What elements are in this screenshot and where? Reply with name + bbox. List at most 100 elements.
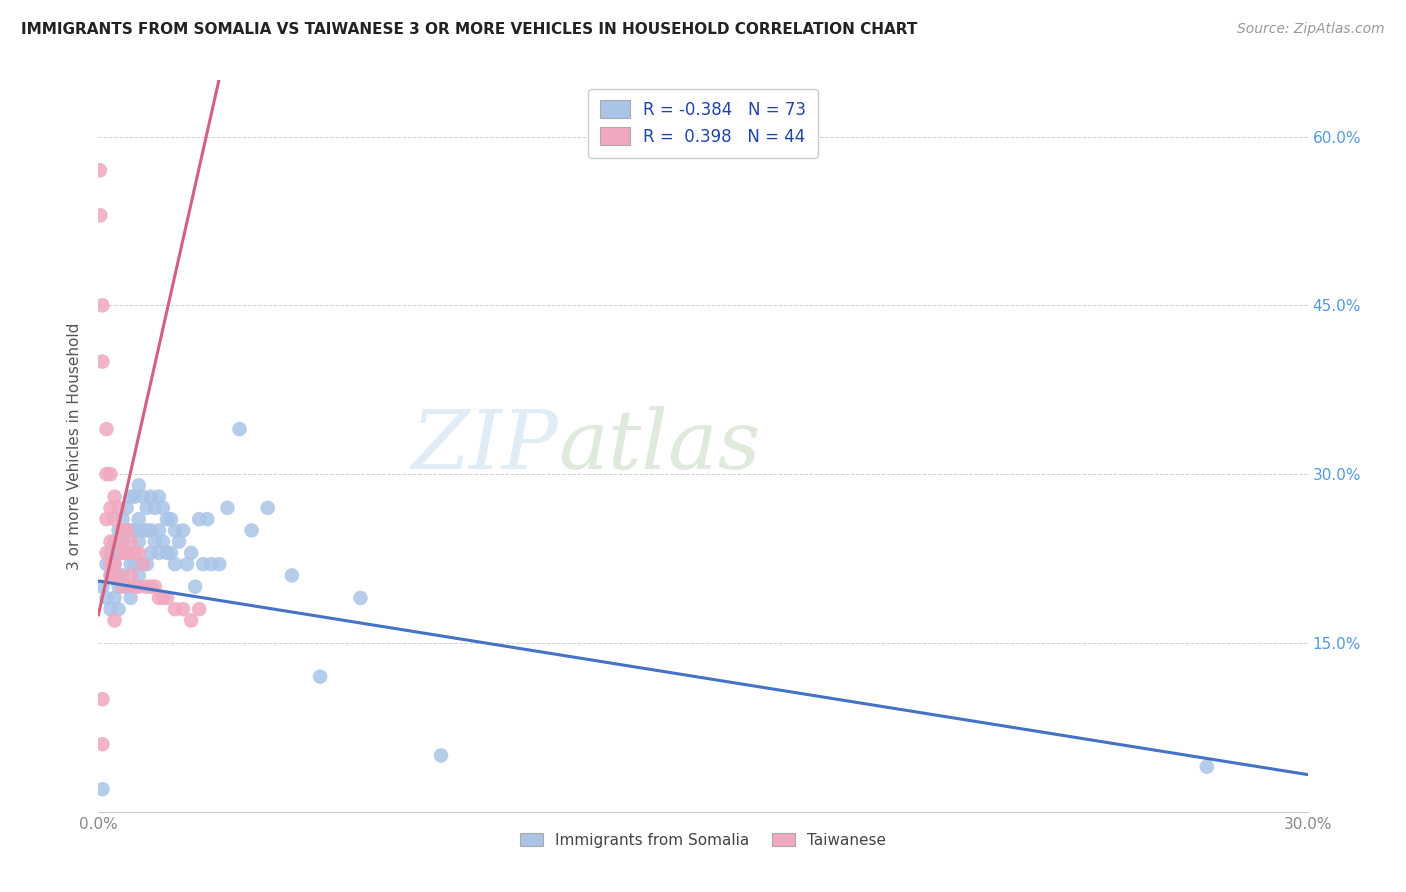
Point — [91, 354, 114, 368]
Point — [120, 591, 142, 605]
Point — [1195, 760, 1218, 774]
Point — [111, 546, 134, 560]
Point — [148, 546, 170, 560]
Point — [107, 580, 129, 594]
Point — [256, 500, 278, 515]
Point — [148, 591, 170, 605]
Point — [115, 546, 138, 560]
Point — [148, 524, 170, 538]
Point — [96, 591, 118, 605]
Point — [152, 534, 174, 549]
Point — [115, 500, 138, 515]
Point — [100, 602, 122, 616]
Text: IMMIGRANTS FROM SOMALIA VS TAIWANESE 3 OR MORE VEHICLES IN HOUSEHOLD CORRELATION: IMMIGRANTS FROM SOMALIA VS TAIWANESE 3 O… — [21, 22, 918, 37]
Point — [115, 524, 138, 538]
Point — [132, 524, 155, 538]
Point — [180, 546, 202, 560]
Point — [96, 512, 118, 526]
Point — [124, 490, 146, 504]
Point — [200, 557, 222, 571]
Point — [195, 512, 218, 526]
Point — [128, 512, 150, 526]
Point — [96, 557, 118, 571]
Legend: Immigrants from Somalia, Taiwanese: Immigrants from Somalia, Taiwanese — [512, 825, 894, 855]
Point — [128, 580, 150, 594]
Point — [96, 546, 118, 560]
Point — [139, 546, 162, 560]
Point — [148, 490, 170, 504]
Point — [107, 602, 129, 616]
Point — [349, 591, 371, 605]
Point — [103, 614, 125, 628]
Point — [103, 557, 125, 571]
Point — [188, 602, 211, 616]
Point — [91, 782, 114, 797]
Point — [100, 568, 122, 582]
Point — [128, 478, 150, 492]
Point — [160, 546, 183, 560]
Point — [124, 580, 146, 594]
Point — [89, 163, 111, 178]
Point — [172, 524, 194, 538]
Point — [120, 557, 142, 571]
Point — [96, 422, 118, 436]
Point — [111, 512, 134, 526]
Point — [208, 557, 231, 571]
Point — [217, 500, 239, 515]
Point — [152, 500, 174, 515]
Point — [89, 208, 111, 222]
Point — [96, 467, 118, 482]
Point — [115, 524, 138, 538]
Point — [228, 422, 250, 436]
Point — [156, 512, 179, 526]
Point — [143, 534, 166, 549]
Point — [100, 534, 122, 549]
Point — [120, 534, 142, 549]
Point — [107, 546, 129, 560]
Point — [135, 524, 157, 538]
Point — [120, 524, 142, 538]
Point — [180, 614, 202, 628]
Point — [135, 580, 157, 594]
Point — [176, 557, 198, 571]
Text: Source: ZipAtlas.com: Source: ZipAtlas.com — [1237, 22, 1385, 37]
Point — [111, 524, 134, 538]
Point — [103, 534, 125, 549]
Point — [139, 580, 162, 594]
Point — [120, 568, 142, 582]
Point — [281, 568, 304, 582]
Point — [103, 512, 125, 526]
Point — [128, 546, 150, 560]
Point — [309, 670, 332, 684]
Point — [193, 557, 215, 571]
Y-axis label: 3 or more Vehicles in Household: 3 or more Vehicles in Household — [67, 322, 83, 570]
Text: atlas: atlas — [558, 406, 761, 486]
Point — [91, 298, 114, 312]
Point — [135, 500, 157, 515]
Point — [120, 490, 142, 504]
Point — [188, 512, 211, 526]
Point — [128, 534, 150, 549]
Point — [167, 534, 190, 549]
Point — [128, 568, 150, 582]
Point — [100, 500, 122, 515]
Point — [139, 524, 162, 538]
Point — [132, 490, 155, 504]
Point — [91, 692, 114, 706]
Point — [111, 568, 134, 582]
Point — [103, 557, 125, 571]
Point — [124, 524, 146, 538]
Point — [132, 557, 155, 571]
Point — [172, 602, 194, 616]
Point — [132, 557, 155, 571]
Point — [184, 580, 207, 594]
Point — [91, 737, 114, 751]
Point — [163, 602, 186, 616]
Point — [107, 500, 129, 515]
Point — [100, 568, 122, 582]
Point — [115, 580, 138, 594]
Point — [107, 524, 129, 538]
Point — [124, 546, 146, 560]
Point — [103, 490, 125, 504]
Point — [111, 580, 134, 594]
